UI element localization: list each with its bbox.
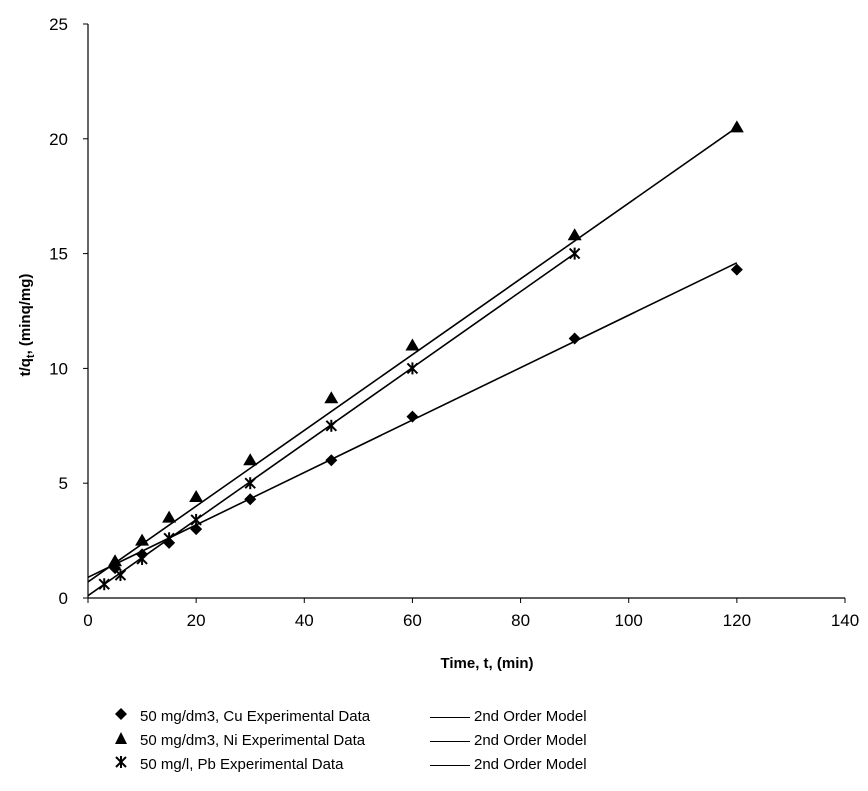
- y-tick-label: 10: [49, 359, 68, 378]
- chart: 0 20 40 60 80 100 120 140 0 5 10 15 20 25 Time, t, (m…: [17, 15, 859, 672]
- data-point-asterisk: [244, 477, 256, 490]
- data-point-diamond: [406, 410, 419, 423]
- legend-row-ni: 50 mg/dm3, Ni Experimental Data 2nd Orde…: [110, 729, 587, 753]
- data-point-triangle: [405, 338, 420, 351]
- diamond-marker-icon: [110, 705, 132, 729]
- y-tick-label: 5: [59, 474, 68, 493]
- data-point-diamond: [568, 332, 581, 345]
- legend: 50 mg/dm3, Cu Experimental Data 2nd Orde…: [110, 705, 587, 777]
- data-point-asterisk: [190, 513, 202, 526]
- y-axis-title: t/qt, (minq/mg): [17, 274, 37, 377]
- data-point-asterisk: [98, 578, 110, 591]
- data-points: [98, 120, 744, 591]
- x-tick-label: 60: [403, 611, 422, 630]
- legend-line-icon: [430, 740, 470, 742]
- x-tick-label: 80: [511, 611, 530, 630]
- axes: 0 20 40 60 80 100 120 140 0 5 10 15 20 25: [49, 15, 859, 630]
- legend-model-name: 2nd Order Model: [474, 732, 587, 749]
- data-point-triangle: [729, 120, 744, 133]
- x-tick-label: 120: [723, 611, 751, 630]
- x-tick-label: 0: [83, 611, 92, 630]
- data-point-triangle: [162, 510, 177, 523]
- data-point-asterisk: [136, 552, 148, 565]
- y-tick-label: 20: [49, 130, 68, 149]
- x-axis-title: Time, t, (min): [440, 655, 533, 672]
- data-point-asterisk: [114, 569, 127, 582]
- data-point-triangle: [108, 554, 123, 567]
- model-line-triangle: [87, 126, 738, 583]
- legend-series-name: 50 mg/dm3, Cu Experimental Data: [140, 708, 371, 725]
- x-tick-label: 100: [615, 611, 643, 630]
- data-point-diamond: [730, 263, 743, 276]
- legend-series-name: 50 mg/dm3, Ni Experimental Data: [140, 732, 366, 749]
- data-point-asterisk: [325, 419, 338, 432]
- data-point-triangle: [324, 391, 339, 404]
- data-point-triangle: [567, 228, 582, 241]
- data-point-triangle: [189, 489, 204, 502]
- legend-series-name: 50 mg/l, Pb Experimental Data: [140, 756, 344, 773]
- legend-model-name: 2nd Order Model: [474, 756, 587, 773]
- data-point-asterisk: [406, 362, 419, 375]
- asterisk-marker-icon: [110, 753, 132, 777]
- data-point-triangle: [243, 453, 258, 466]
- x-tick-label: 140: [831, 611, 859, 630]
- legend-model-name: 2nd Order Model: [474, 708, 587, 725]
- data-point-diamond: [325, 454, 338, 467]
- y-tick-label: 0: [59, 589, 68, 608]
- x-tick-label: 40: [295, 611, 314, 630]
- data-point-asterisk: [163, 532, 175, 545]
- model-lines: [87, 126, 738, 597]
- legend-line-icon: [430, 716, 470, 718]
- data-point-asterisk: [568, 247, 581, 260]
- data-point-triangle: [135, 533, 150, 546]
- legend-row-cu: 50 mg/dm3, Cu Experimental Data 2nd Orde…: [110, 705, 587, 729]
- legend-line-icon: [430, 764, 470, 766]
- data-point-diamond: [190, 523, 203, 536]
- legend-row-pb: 50 mg/l, Pb Experimental Data 2nd Order …: [110, 753, 587, 777]
- y-tick-label: 15: [49, 245, 68, 264]
- x-tick-label: 20: [187, 611, 206, 630]
- triangle-marker-icon: [110, 729, 132, 753]
- data-point-diamond: [244, 493, 257, 506]
- y-tick-label: 25: [49, 15, 68, 34]
